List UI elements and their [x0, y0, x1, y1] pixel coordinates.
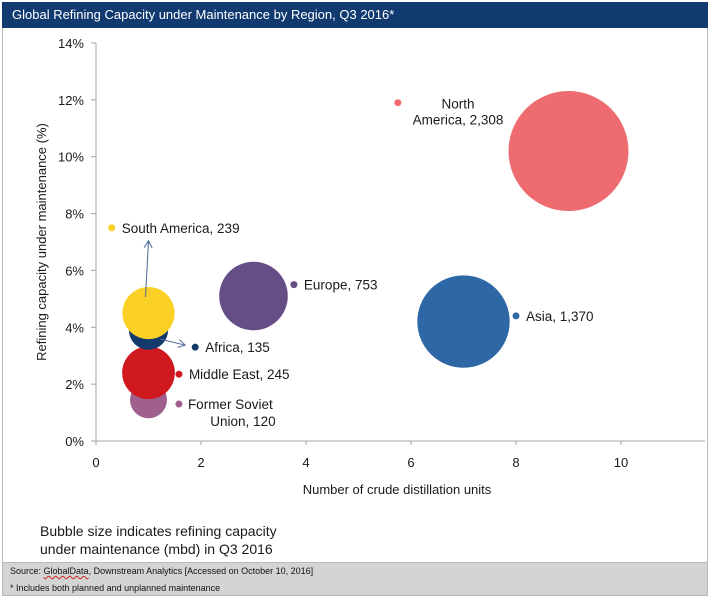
axes: 0% 2% 4% 6% 8% 10% 12% 14% 0 2 4 6 8 10 — [58, 36, 705, 470]
label-former-soviet-union: Union, 120 — [210, 414, 275, 429]
y-tick-label: 2% — [65, 377, 84, 392]
chart-title: Global Refining Capacity under Maintenan… — [2, 2, 708, 28]
label-former-soviet-union: Former Soviet — [188, 397, 273, 412]
bubble-size-note: Bubble size indicates refining capacity … — [40, 522, 340, 558]
y-tick-label: 12% — [58, 93, 84, 108]
y-tick-label: 6% — [65, 263, 84, 278]
label-marker-africa — [191, 343, 199, 351]
y-axis-title: Refining capacity under maintenance (%) — [34, 123, 49, 361]
x-tick-label: 0 — [92, 455, 99, 470]
bubble-europe — [219, 261, 288, 331]
label-marker-asia — [512, 312, 520, 320]
arrow-africa — [160, 338, 187, 348]
label-south-america: South America, 239 — [122, 221, 240, 236]
x-axis-title: Number of crude distillation units — [303, 482, 492, 497]
bubble-middle-east — [122, 346, 175, 400]
source-prefix: Source: — [10, 566, 44, 576]
y-tick-label: 8% — [65, 207, 84, 222]
source-rest: , Downstream Analytics [Accessed on Octo… — [88, 566, 314, 576]
label-north-america: North — [441, 97, 474, 112]
x-tick-label: 8 — [512, 455, 519, 470]
bubbles — [122, 91, 629, 419]
bubble-north-america — [508, 91, 629, 212]
source-line: Source: GlobalData, Downstream Analytics… — [10, 566, 313, 576]
y-tick-label: 4% — [65, 320, 84, 335]
label-africa: Africa, 135 — [205, 340, 270, 355]
label-marker-middle-east — [175, 370, 183, 378]
x-tick-label: 4 — [302, 455, 309, 470]
source-brand: GlobalData — [43, 566, 89, 576]
y-tick-label: 0% — [65, 434, 84, 449]
y-tick-label: 10% — [58, 150, 84, 165]
arrow-south-america — [143, 239, 153, 298]
note-line-2: under maintenance (mbd) in Q3 2016 — [40, 541, 273, 557]
label-asia: Asia, 1,370 — [526, 309, 594, 324]
note-line-1: Bubble size indicates refining capacity — [40, 523, 277, 539]
x-tick-label: 10 — [614, 455, 628, 470]
y-tick-label: 14% — [58, 36, 84, 51]
x-tick-label: 2 — [197, 455, 204, 470]
x-tick-label: 6 — [407, 455, 414, 470]
bubble-asia — [417, 275, 510, 368]
label-marker-europe — [290, 281, 298, 289]
footer: Source: GlobalData, Downstream Analytics… — [3, 562, 707, 595]
footnote: * Includes both planned and unplanned ma… — [10, 583, 221, 593]
label-north-america: America, 2,308 — [413, 113, 504, 128]
label-marker-north-america — [394, 99, 402, 107]
label-middle-east: Middle East, 245 — [189, 367, 290, 382]
label-europe: Europe, 753 — [304, 278, 378, 293]
label-marker-former-soviet-union — [175, 400, 183, 408]
bubble-south-america — [122, 286, 175, 340]
label-marker-south-america — [108, 224, 116, 232]
